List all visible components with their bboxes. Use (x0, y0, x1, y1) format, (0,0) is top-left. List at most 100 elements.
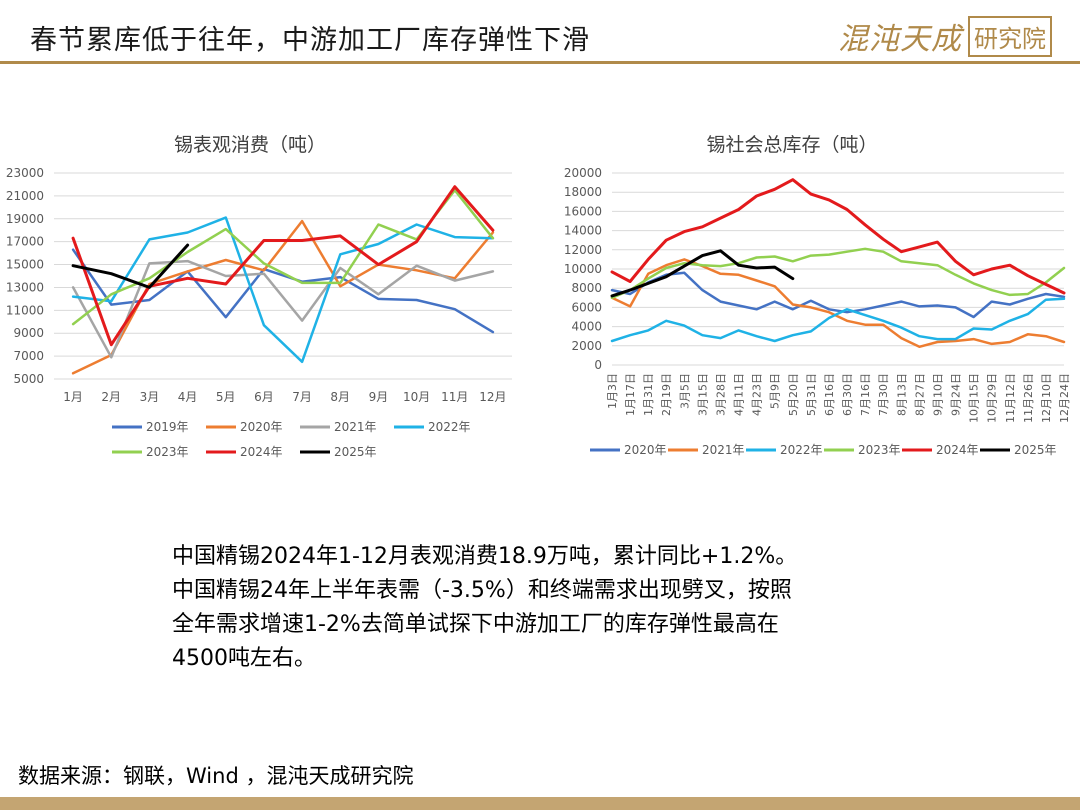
legend-label: 2023年 (146, 445, 189, 459)
series-line (71, 259, 495, 359)
x-tick-label: 4月11日 (733, 373, 746, 416)
footer-bar (0, 797, 1080, 810)
x-tick-label: 12月24日 (1058, 373, 1071, 423)
legend-label: 2025年 (1014, 443, 1057, 457)
consumption-chart-svg: 5000 7000 9000 11000 13000 15000 17000 19000 210… (6, 166, 512, 459)
summary-line: 中国精锡24年上半年表需（-3.5%）和终端需求出现劈叉，按照 (172, 578, 792, 603)
y-tick-label: 20000 (564, 166, 602, 180)
legend-label: 2020年 (624, 443, 667, 457)
x-tick-label: 11月 (441, 390, 468, 404)
y-tick-label: 9000 (13, 326, 44, 340)
y-tick-label: 6000 (571, 300, 602, 314)
x-tick-label: 1月 (63, 390, 83, 404)
data-source: 数据来源：钢联，Wind ，混沌天成研究院 (18, 764, 414, 788)
chart-title: 锡社会总库存（吨） (706, 134, 878, 156)
x-tick-label: 6月16日 (823, 373, 836, 416)
inventory-chart: 锡社会总库存（吨） 0 2000 4000 6000 8000 10000 12000 140… (540, 120, 1080, 470)
x-tick-label: 10月15日 (968, 373, 981, 423)
x-tick-label: 1月3日 (606, 373, 619, 409)
y-tick-label: 4000 (571, 320, 602, 334)
x-tick-label: 6月 (254, 390, 274, 404)
x-tick-label: 9月10日 (931, 373, 944, 416)
y-tick-label: 8000 (571, 281, 602, 295)
logo-sub-text: 研究院 (968, 15, 1052, 57)
legend-label: 2021年 (334, 420, 377, 434)
x-tick-label: 2月19日 (660, 373, 673, 416)
y-tick-label: 16000 (564, 204, 602, 218)
y-tick-label: 19000 (6, 212, 44, 226)
x-tick-label: 10月 (403, 390, 430, 404)
y-tick-label: 13000 (6, 280, 44, 294)
x-tick-label: 5月20日 (787, 373, 800, 416)
y-tick-label: 11000 (6, 303, 44, 317)
y-tick-label: 14000 (564, 224, 602, 238)
x-tick-label: 6月30日 (841, 373, 854, 416)
series-line (610, 297, 1066, 343)
legend-label: 2022年 (428, 420, 471, 434)
x-tick-label: 3月15日 (696, 373, 709, 416)
x-tick-label: 5月 (216, 390, 236, 404)
brand-logo: 混沌天成 研究院 (838, 14, 1052, 58)
x-tick-label: 7月 (292, 390, 312, 404)
x-tick-label: 11月26日 (1022, 373, 1035, 423)
series-line (610, 178, 1066, 295)
x-tick-label: 3月5日 (678, 373, 691, 409)
y-tick-label: 5000 (13, 372, 44, 386)
legend-label: 2019年 (146, 420, 189, 434)
y-tick-label: 18000 (564, 185, 602, 199)
series-line (71, 185, 495, 347)
x-tick-label: 5月9日 (769, 373, 782, 409)
inventory-chart-svg: 0 2000 4000 6000 8000 10000 12000 14000 16000 180… (564, 166, 1071, 457)
title-divider (0, 61, 1080, 64)
x-tick-label: 3月 (140, 390, 160, 404)
series-line (610, 258, 1066, 349)
series-line (71, 243, 190, 289)
x-tick-label: 5月31日 (805, 373, 818, 416)
consumption-chart: 锡表观消费（吨） 5000 7000 9000 11000 13000 15000 1700… (0, 120, 540, 470)
summary-line: 4500吨左右。 (172, 646, 316, 671)
summary-line: 全年需求增速1-2%去简单试探下中游加工厂的库存弹性最高在 (172, 612, 779, 637)
x-tick-label: 7月30日 (877, 373, 890, 416)
x-tick-label: 3月28日 (714, 373, 727, 416)
x-tick-label: 1月31日 (642, 373, 655, 416)
legend-label: 2022年 (780, 443, 823, 457)
summary-text: 中国精锡2024年1-12月表观消费18.9万吨，累计同比+1.2%。 中国精锡… (172, 540, 797, 676)
y-tick-label: 23000 (6, 166, 44, 180)
x-tick-label: 8月27日 (913, 373, 926, 416)
y-tick-label: 12000 (564, 243, 602, 257)
x-tick-label: 4月23日 (751, 373, 764, 416)
slide-title: 春节累库低于往年，中游加工厂库存弹性下滑 (30, 25, 590, 56)
x-tick-label: 1月17日 (624, 373, 637, 416)
x-tick-label: 9月24日 (950, 373, 963, 416)
y-tick-label: 7000 (13, 349, 44, 363)
y-tick-label: 10000 (564, 262, 602, 276)
x-tick-label: 4月 (178, 390, 198, 404)
series-line (610, 249, 795, 298)
legend-label: 2024年 (936, 443, 979, 457)
x-tick-label: 8月13日 (895, 373, 908, 416)
x-tick-label: 10月29日 (986, 373, 999, 423)
x-tick-label: 7月16日 (859, 373, 872, 416)
legend-label: 2025年 (334, 445, 377, 459)
legend-label: 2020年 (240, 420, 283, 434)
y-tick-label: 21000 (6, 189, 44, 203)
series-line (71, 248, 495, 334)
x-tick-label: 12月10日 (1040, 373, 1053, 423)
series-line (71, 216, 495, 364)
x-tick-label: 11月12日 (1004, 373, 1017, 423)
legend-label: 2023年 (858, 443, 901, 457)
x-tick-label: 9月 (369, 390, 389, 404)
y-tick-label: 2000 (571, 339, 602, 353)
legend-label: 2024年 (240, 445, 283, 459)
y-tick-label: 15000 (6, 258, 44, 272)
series-line (610, 271, 1066, 319)
logo-main-text: 混沌天成 (838, 22, 962, 57)
y-tick-label: 17000 (6, 235, 44, 249)
chart-title: 锡表观消费（吨） (173, 134, 326, 156)
x-tick-label: 8月 (330, 390, 350, 404)
x-tick-label: 12月 (479, 390, 506, 404)
x-tick-label: 2月 (101, 390, 121, 404)
legend-label: 2021年 (702, 443, 745, 457)
summary-line: 中国精锡2024年1-12月表观消费18.9万吨，累计同比+1.2%。 (172, 544, 798, 569)
y-tick-label: 0 (594, 358, 602, 372)
